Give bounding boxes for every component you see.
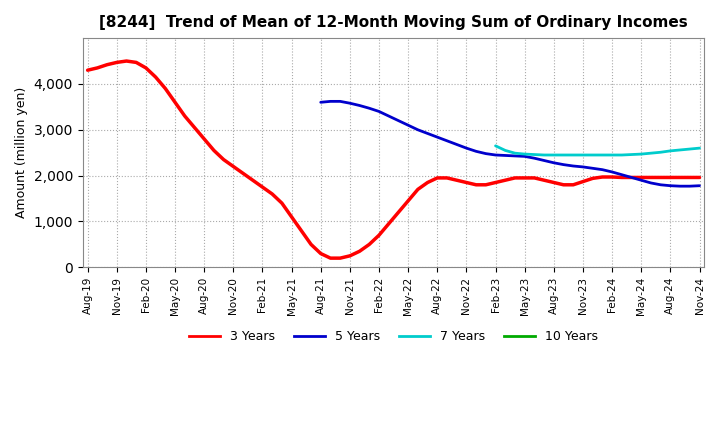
Title: [8244]  Trend of Mean of 12-Month Moving Sum of Ordinary Incomes: [8244] Trend of Mean of 12-Month Moving … (99, 15, 688, 30)
Legend: 3 Years, 5 Years, 7 Years, 10 Years: 3 Years, 5 Years, 7 Years, 10 Years (184, 325, 603, 348)
Y-axis label: Amount (million yen): Amount (million yen) (15, 87, 28, 218)
